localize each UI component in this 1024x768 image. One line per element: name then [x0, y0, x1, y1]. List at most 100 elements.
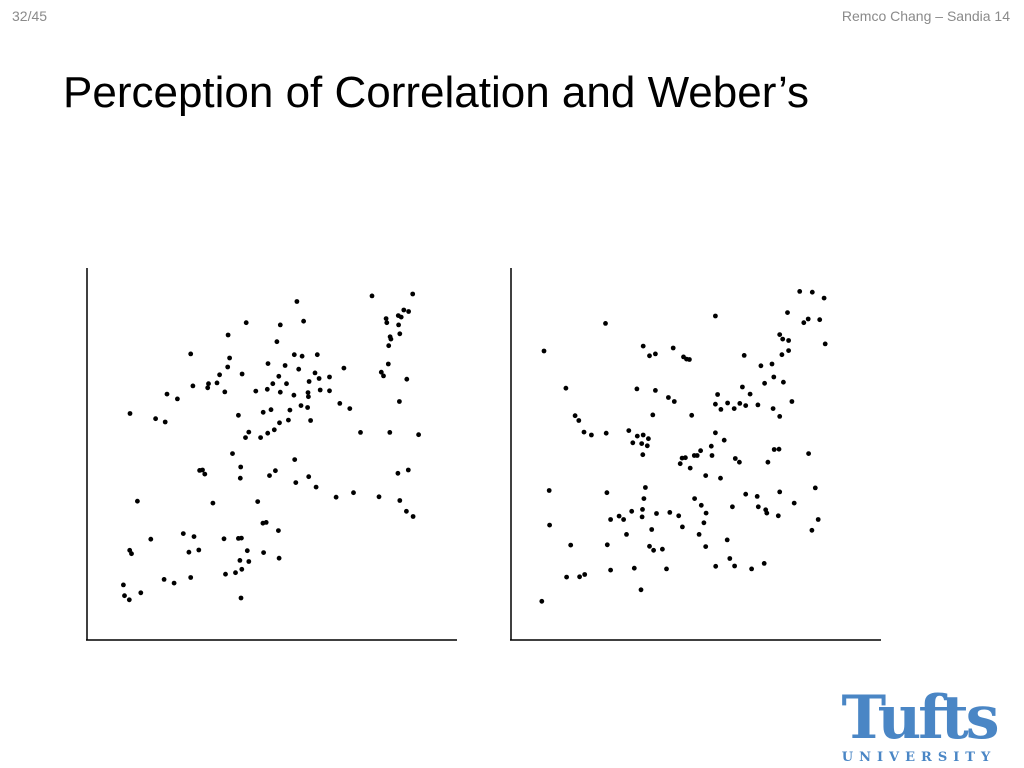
scatter-point — [148, 536, 154, 542]
scatter-point — [299, 353, 305, 359]
scatter-point — [649, 527, 655, 532]
scatter-point — [153, 416, 158, 422]
scatter-point — [797, 289, 803, 294]
scatter-point — [821, 295, 827, 301]
scatter-point — [306, 394, 311, 400]
scatter-point — [621, 517, 626, 522]
scatter-point — [398, 314, 404, 320]
scatter-point — [190, 383, 196, 389]
scatter-point — [754, 494, 760, 499]
scatter-point — [236, 412, 241, 418]
scatter-point — [653, 351, 658, 357]
scatter-point — [749, 566, 754, 572]
scatter-points-right — [539, 289, 828, 604]
scatter-point — [667, 510, 673, 515]
scatter-point — [589, 432, 594, 438]
scatter-point — [604, 542, 610, 548]
scatter-point — [647, 543, 652, 549]
scatter-point — [298, 403, 304, 408]
scatter-point — [713, 430, 718, 436]
slide-title: Perception of Correlation and Weber’s — [63, 68, 809, 117]
scatter-point — [327, 374, 332, 380]
scatter-point — [210, 500, 216, 506]
scatter-point — [369, 293, 375, 299]
scatter-point — [546, 488, 552, 493]
scatter-point — [638, 587, 644, 593]
scatter-point — [603, 430, 609, 436]
scatter-point — [388, 336, 394, 342]
scatter-point — [651, 547, 656, 553]
scatter-point — [164, 391, 170, 397]
scatter-point — [731, 406, 737, 411]
scatter-point — [270, 381, 276, 387]
scatter-point — [703, 473, 709, 478]
scatter-point — [296, 366, 302, 372]
scatter-point — [260, 409, 266, 415]
scatter-point — [640, 507, 645, 512]
scatter-point — [246, 559, 252, 564]
scatter-point — [650, 412, 656, 418]
scatter-point — [258, 435, 263, 440]
scatter-point — [677, 461, 683, 467]
scatter-point — [640, 432, 646, 438]
scatter-point — [741, 353, 747, 358]
scatter-point — [265, 430, 271, 436]
scatter-point — [608, 567, 613, 573]
scatter-point — [378, 369, 384, 375]
scatter-point — [801, 320, 807, 326]
scatter-point — [316, 376, 322, 381]
scatter-point — [780, 336, 786, 342]
scatter-point — [777, 332, 783, 337]
scatter-point — [205, 385, 211, 391]
scatter-point — [687, 465, 693, 471]
scatter-point — [709, 453, 715, 458]
scatter-point — [805, 316, 811, 322]
scatter-point — [243, 435, 248, 440]
scatter-point — [376, 494, 382, 500]
scatter-point — [287, 407, 293, 413]
scatter-point — [654, 511, 659, 516]
scatter-point — [822, 341, 828, 347]
page-number: 32/45 — [12, 8, 48, 24]
scatter-point — [246, 429, 252, 435]
scatter-point — [277, 322, 283, 328]
scatter-point — [236, 536, 241, 541]
scatter-point — [386, 343, 392, 349]
scatter-point — [582, 572, 588, 577]
scatter-point — [230, 451, 235, 456]
scatter-point — [640, 452, 646, 458]
scatter-point — [188, 575, 194, 580]
logo-subtitle: UNIVERSITY — [841, 750, 997, 765]
scatter-point — [294, 299, 300, 304]
scatter-point — [200, 467, 205, 473]
scatter-point — [581, 429, 587, 435]
scatter-point — [161, 577, 167, 582]
scatter-point — [616, 513, 622, 519]
scatter-point — [351, 490, 356, 496]
scatter-point — [255, 499, 261, 504]
scatter-point — [308, 418, 313, 423]
scatter-point — [381, 373, 386, 379]
scatter-point — [701, 520, 707, 526]
scatter-point — [314, 352, 320, 358]
scatter-point — [206, 381, 211, 387]
scatter-point — [806, 451, 811, 456]
scatter-point — [692, 496, 697, 501]
scatter-point — [333, 494, 339, 500]
scatter-point — [761, 561, 767, 566]
scatter-point — [265, 361, 271, 366]
scatter-point — [180, 531, 186, 536]
scatter-point — [698, 502, 704, 508]
scatter-point — [286, 417, 291, 423]
scatter-point — [777, 414, 783, 419]
scatter-plot-left — [86, 268, 458, 642]
scatter-point — [541, 348, 547, 354]
scatter-point — [713, 563, 719, 569]
scatter-point — [276, 373, 282, 379]
scatter-point — [639, 441, 645, 446]
scatter-point — [263, 520, 269, 525]
scatter-point — [222, 389, 228, 395]
scatter-point — [640, 343, 646, 349]
scatter-point — [341, 365, 347, 371]
footer-label: Remco Chang – Sandia 14 — [841, 8, 1010, 24]
